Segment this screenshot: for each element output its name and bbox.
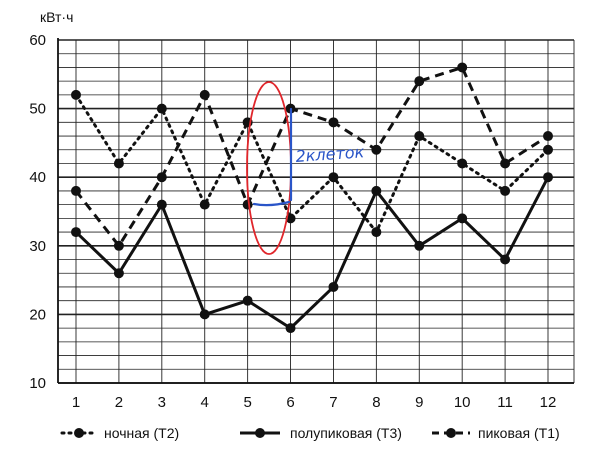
series-1 [71,89,553,238]
annotation-bracket [252,107,293,207]
legend-item: ночная (T2) [60,425,179,441]
data-point [457,158,468,169]
legend-marker [446,428,456,438]
data-point [199,309,210,320]
data-point [457,213,468,224]
x-tick-label: 2 [115,394,123,411]
data-point [414,240,425,251]
annotation: 2клеток [246,81,365,255]
data-point [156,172,167,183]
data-point [414,76,425,87]
data-point [543,172,553,183]
y-tick-label: 60 [29,32,46,49]
data-point [242,199,253,210]
legend-marker [74,428,84,438]
data-point [371,185,382,196]
data-point [457,62,468,73]
x-tick-label: 3 [158,394,166,411]
y-tick-label: 10 [29,375,46,392]
data-point [328,117,339,128]
data-point [71,227,81,238]
x-tick-label: 1 [72,394,80,411]
series-3 [71,62,553,251]
y-tick-label: 30 [29,238,46,255]
y-unit-label: кВт·ч [40,9,73,25]
series-line [74,65,549,248]
x-tick-label: 9 [415,394,423,411]
data-point [71,89,81,100]
x-tick-label: 11 [497,394,513,411]
data-point [500,254,511,265]
x-tick-label: 7 [329,394,337,411]
data-point [71,185,81,196]
series-line [74,93,550,234]
data-point [500,185,511,196]
legend-label: ночная (T2) [104,425,179,441]
series-group [71,62,553,334]
y-tick-label: 20 [29,306,46,323]
data-point [113,240,124,251]
data-point [242,295,253,306]
x-tick-label: 12 [540,394,557,411]
data-point [156,103,167,114]
annotation-note: 2клеток [295,142,365,166]
data-point [371,227,382,238]
x-tick-label: 5 [243,394,251,411]
legend-item: полупиковая (T3) [240,425,402,441]
series-2 [71,172,553,334]
series-line [74,176,550,330]
legend-item: пиковая (T1) [432,425,560,441]
grid [58,39,575,384]
y-tick-label: 50 [29,101,46,118]
legend-marker [255,428,265,438]
legend: ночная (T2) полупиковая (T3) пиковая (T1) [60,425,560,441]
data-point [371,144,382,155]
data-point [328,281,339,292]
x-tick-label: 4 [201,394,209,411]
data-point [156,199,167,210]
y-tick-label: 40 [29,169,46,186]
data-point [543,131,553,142]
data-point [113,158,124,169]
x-tick-label: 6 [286,394,294,411]
data-point [543,144,553,155]
data-point [500,158,511,169]
data-point [414,131,425,142]
data-point [199,199,210,210]
x-tick-label: 10 [454,394,471,411]
data-point [113,268,124,279]
data-point [199,89,210,100]
x-tick-label: 8 [372,394,380,411]
data-point [328,172,339,183]
legend-label: пиковая (T1) [478,425,560,441]
legend-label: полупиковая (T3) [290,425,402,441]
data-point [285,323,296,334]
